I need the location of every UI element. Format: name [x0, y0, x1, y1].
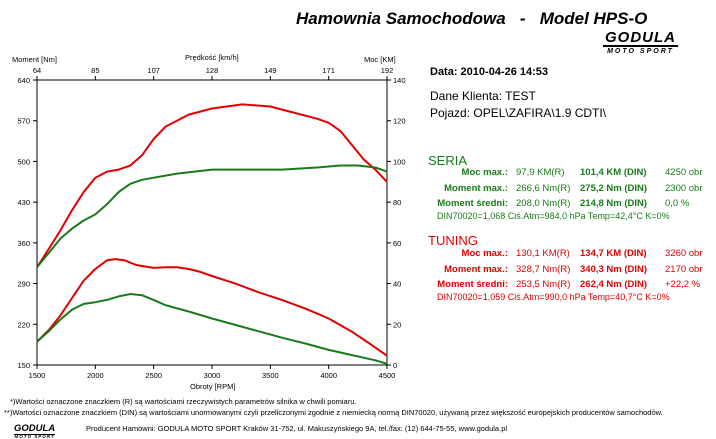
- tuning-torque-line: [36, 258, 388, 357]
- seria-power-r: 97,9 KM(R): [516, 167, 565, 179]
- seria-avg-label: Moment średni:: [437, 198, 508, 210]
- right-tick-label: 0: [393, 361, 397, 370]
- tuning-torque-r: 328,7 Nm(R): [516, 263, 571, 275]
- tuning-table: Moc max.: 130,1 KM(R) 134,7 KM (DIN) 326…: [420, 246, 703, 293]
- seria-avg-r: 208,0 Nm(R): [516, 198, 571, 210]
- footnote-din: **)Wartości oznaczone znaczkiem (DIN) są…: [4, 408, 663, 417]
- left-tick-label: 570: [17, 117, 30, 126]
- tuning-din-line: DIN70020=1,059 Ciś.Atm=990,0 hPa Temp=40…: [437, 292, 670, 302]
- right-tick-label: 140: [393, 76, 406, 85]
- seria-power-extra: 4250 obr: [665, 167, 703, 179]
- tuning-torque-din: 340,3 Nm (DIN): [580, 263, 648, 275]
- seria-row-avg-torque: Moment średni: 208,0 Nm(R) 214,8 Nm (DIN…: [420, 196, 703, 212]
- brand-logo: GODULA MOTO SPORT: [603, 30, 678, 55]
- tuning-avg-extra: +22,2 %: [665, 279, 701, 291]
- client-info: Dane Klienta: TEST: [430, 89, 536, 103]
- tuning-power-din: 134,7 KM (DIN): [580, 248, 647, 260]
- right-tick-label: 100: [393, 157, 406, 166]
- vehicle-info: Pojazd: OPEL\ZAFIRA\1.9 CDTI\: [430, 106, 607, 120]
- tuning-torque-label: Moment max.:: [444, 263, 508, 275]
- seria-power-line: [36, 164, 388, 268]
- left-tick-label: 500: [17, 157, 30, 166]
- right-tick-label: 80: [393, 198, 401, 207]
- seria-torque-din: 275,2 Nm (DIN): [580, 182, 648, 194]
- seria-power-label: Moc max.:: [461, 167, 508, 179]
- seria-din-line: DIN70020=1,068 Ciś.Atm=984,0 hPa Temp=42…: [437, 211, 670, 221]
- producer-info: Producent Hamowni: GODULA MOTO SPORT Kra…: [86, 424, 508, 433]
- seria-title: SERIA: [428, 153, 468, 168]
- seria-avg-din: 214,8 Nm (DIN): [580, 198, 648, 210]
- seria-row-torque: Moment max.: 266,6 Nm(R) 275,2 Nm (DIN) …: [420, 181, 703, 197]
- tuning-power-line: [36, 103, 388, 268]
- tuning-row-torque: Moment max.: 328,7 Nm(R) 340,3 Nm (DIN) …: [420, 262, 703, 278]
- page-title: Hamownia Samochodowa - Model HPS-O: [296, 9, 648, 28]
- right-axis-label: Moc [KM]: [364, 55, 396, 64]
- seria-avg-extra: 0,0 %: [665, 198, 690, 210]
- top-tick-label: 107: [147, 66, 160, 75]
- measurement-date: Data: 2010-04-26 14:53: [430, 66, 549, 78]
- tuning-avg-label: Moment średni:: [437, 279, 508, 291]
- top-tick-label: 171: [322, 66, 335, 75]
- seria-torque-line: [36, 293, 388, 365]
- left-tick-label: 430: [17, 198, 30, 207]
- left-axis-label: Moment [Nm]: [12, 55, 57, 64]
- left-tick-label: 640: [17, 76, 30, 85]
- tuning-avg-r: 253,5 Nm(R): [516, 279, 571, 291]
- x-tick-label: 4000: [320, 371, 337, 380]
- x-tick-label: 3000: [204, 371, 221, 380]
- x-tick-label: 2000: [87, 371, 104, 380]
- footer-logo: GODULA MOTO SPORT: [14, 420, 56, 439]
- seria-row-power: Moc max.: 97,9 KM(R) 101,4 KM (DIN) 4250…: [420, 165, 703, 181]
- right-tick-label: 120: [393, 117, 406, 126]
- seria-table: Moc max.: 97,9 KM(R) 101,4 KM (DIN) 4250…: [420, 165, 703, 212]
- left-tick-label: 290: [17, 280, 30, 289]
- tuning-avg-din: 262,4 Nm (DIN): [580, 279, 648, 291]
- seria-torque-r: 266,6 Nm(R): [516, 182, 571, 194]
- tuning-row-power: Moc max.: 130,1 KM(R) 134,7 KM (DIN) 326…: [420, 246, 703, 262]
- seria-power-din: 101,4 KM (DIN): [580, 167, 647, 179]
- right-tick-label: 40: [393, 280, 401, 289]
- right-tick-label: 60: [393, 239, 401, 248]
- seria-torque-extra: 2300 obr: [665, 182, 703, 194]
- top-tick-label: 128: [206, 66, 219, 75]
- footer-logo-main: GODULA: [14, 423, 56, 435]
- x-tick-label: 3500: [262, 371, 279, 380]
- tuning-title: TUNING: [428, 233, 478, 248]
- top-tick-label: 64: [33, 66, 41, 75]
- tuning-row-avg-torque: Moment średni: 253,5 Nm(R) 262,4 Nm (DIN…: [420, 277, 703, 293]
- x-tick-label: 2500: [145, 371, 162, 380]
- tuning-power-r: 130,1 KM(R): [516, 248, 570, 260]
- tuning-power-extra: 3260 obr: [665, 248, 703, 260]
- x-tick-label: 1500: [29, 371, 46, 380]
- x-axis-label: Obroty [RPM]: [190, 382, 235, 391]
- footnote-r: *)Wartości oznaczone znaczkiem (R) są wa…: [10, 397, 357, 406]
- logo-sub-text: MOTO SPORT: [607, 48, 674, 55]
- chart-axes: 6405705004303602902201501401201008060402…: [17, 66, 405, 380]
- chart-series: [36, 103, 388, 365]
- left-tick-label: 220: [17, 320, 30, 329]
- tuning-torque-extra: 2170 obr: [665, 263, 703, 275]
- tuning-power-label: Moc max.:: [461, 248, 508, 260]
- right-tick-label: 20: [393, 320, 401, 329]
- top-axis-label: Prędkość [km/h]: [185, 53, 239, 62]
- x-tick-label: 4500: [379, 371, 396, 380]
- footer-logo-sub: MOTO SPORT: [14, 433, 55, 439]
- left-tick-label: 360: [17, 239, 30, 248]
- logo-main-text: GODULA: [603, 29, 678, 47]
- left-tick-label: 150: [17, 361, 30, 370]
- top-tick-label: 85: [91, 66, 99, 75]
- top-tick-label: 192: [381, 66, 394, 75]
- seria-torque-label: Moment max.:: [444, 182, 508, 194]
- top-tick-label: 149: [264, 66, 277, 75]
